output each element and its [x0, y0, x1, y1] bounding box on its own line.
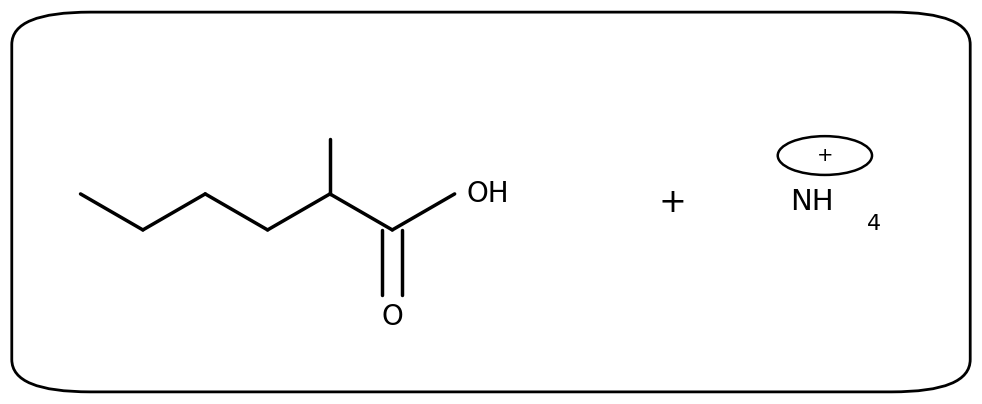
Text: OH: OH — [466, 180, 509, 208]
Text: +: + — [817, 146, 833, 165]
Text: +: + — [659, 185, 686, 219]
Text: O: O — [381, 303, 404, 331]
Text: 4: 4 — [867, 214, 881, 234]
FancyBboxPatch shape — [12, 12, 970, 392]
Text: NH: NH — [791, 188, 834, 216]
Circle shape — [778, 136, 872, 175]
